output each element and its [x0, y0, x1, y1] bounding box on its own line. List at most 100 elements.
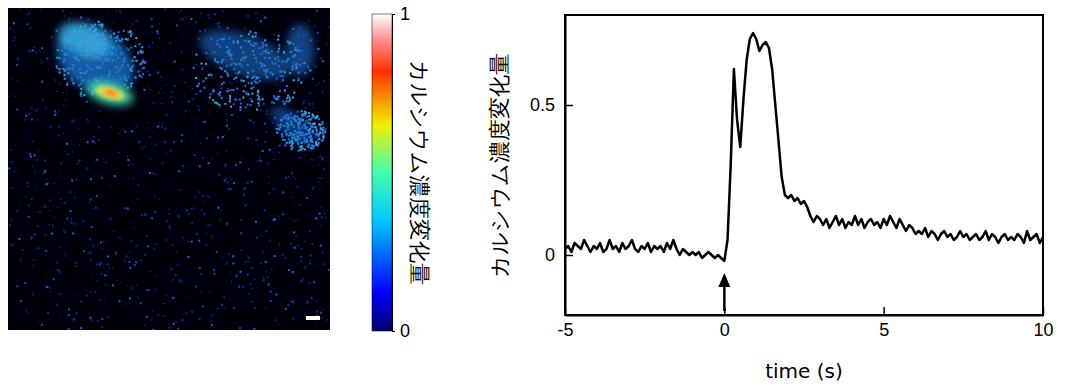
speckle: [163, 269, 164, 270]
y-tick-mark: [565, 255, 573, 257]
speckle: [235, 77, 237, 79]
speckle: [148, 191, 149, 192]
speckle: [165, 315, 166, 316]
speckle: [147, 70, 149, 72]
speckle: [257, 98, 259, 100]
speckle: [240, 271, 242, 273]
speckle: [113, 33, 115, 35]
speckle: [222, 136, 224, 138]
cell-region: [286, 24, 314, 76]
speckle: [247, 15, 249, 17]
speckle: [303, 101, 305, 103]
speckle: [286, 142, 288, 144]
speckle: [147, 86, 148, 87]
speckle: [41, 60, 42, 61]
speckle: [233, 182, 235, 184]
speckle: [202, 305, 204, 307]
speckle: [205, 77, 207, 79]
speckle: [76, 179, 78, 181]
speckle: [108, 285, 109, 286]
speckle: [288, 176, 289, 177]
speckle: [135, 37, 137, 39]
speckle: [315, 246, 316, 247]
speckle: [104, 284, 105, 285]
speckle: [51, 36, 53, 38]
speckle: [273, 102, 275, 104]
speckle: [68, 328, 70, 330]
speckle: [58, 68, 60, 70]
speckle: [127, 39, 129, 41]
speckle: [91, 272, 92, 273]
speckle: [192, 231, 193, 232]
speckle: [73, 272, 74, 273]
speckle: [289, 142, 291, 144]
speckle: [186, 16, 187, 17]
speckle: [80, 88, 82, 90]
speckle: [323, 263, 325, 265]
speckle: [148, 44, 149, 45]
speckle: [299, 172, 300, 173]
speckle: [92, 208, 93, 209]
speckle: [310, 297, 312, 299]
speckle: [36, 159, 38, 161]
stimulus-arrow: [718, 273, 730, 311]
speckle: [255, 12, 257, 14]
line-chart: -5051000.5: [530, 15, 1054, 340]
speckle: [154, 143, 156, 145]
speckle: [231, 114, 233, 116]
speckle: [164, 9, 166, 11]
speckle: [320, 128, 322, 130]
speckle: [319, 156, 321, 158]
speckle: [266, 271, 267, 272]
speckle: [284, 90, 286, 92]
speckle: [314, 116, 316, 118]
speckle: [226, 262, 228, 264]
speckle: [233, 307, 235, 309]
speckle: [93, 136, 95, 138]
speckle: [151, 217, 153, 219]
speckle: [36, 86, 37, 87]
speckle: [34, 170, 35, 171]
speckle: [115, 252, 117, 254]
speckle: [117, 221, 118, 222]
speckle: [44, 20, 45, 21]
speckle: [11, 221, 12, 222]
speckle: [25, 309, 27, 311]
speckle: [263, 279, 265, 281]
speckle: [319, 189, 320, 190]
scale-bar: [306, 316, 320, 320]
speckle: [13, 22, 15, 24]
speckle: [99, 299, 101, 301]
speckle: [297, 77, 299, 79]
speckle: [166, 114, 168, 116]
speckle: [320, 312, 322, 314]
speckle: [54, 183, 55, 184]
speckle: [277, 35, 279, 37]
speckle: [228, 253, 230, 255]
speckle: [196, 93, 198, 95]
speckle: [285, 257, 287, 259]
speckle: [36, 191, 37, 192]
speckle: [205, 63, 207, 65]
speckle: [312, 114, 314, 116]
speckle: [220, 87, 222, 89]
speckle: [233, 103, 235, 105]
speckle: [293, 92, 295, 94]
speckle: [163, 92, 164, 93]
speckle: [217, 244, 218, 245]
speckle: [293, 285, 294, 286]
speckle: [24, 282, 26, 284]
speckle: [192, 88, 193, 89]
speckle: [147, 121, 148, 122]
speckle: [204, 29, 206, 31]
speckle: [148, 127, 149, 128]
speckle: [240, 232, 242, 234]
speckle: [205, 96, 206, 97]
speckle: [316, 301, 317, 302]
speckle: [27, 23, 29, 25]
speckle: [322, 121, 324, 123]
speckle: [137, 71, 139, 73]
speckle: [28, 12, 30, 14]
speckle: [131, 130, 133, 132]
speckle: [198, 38, 200, 40]
